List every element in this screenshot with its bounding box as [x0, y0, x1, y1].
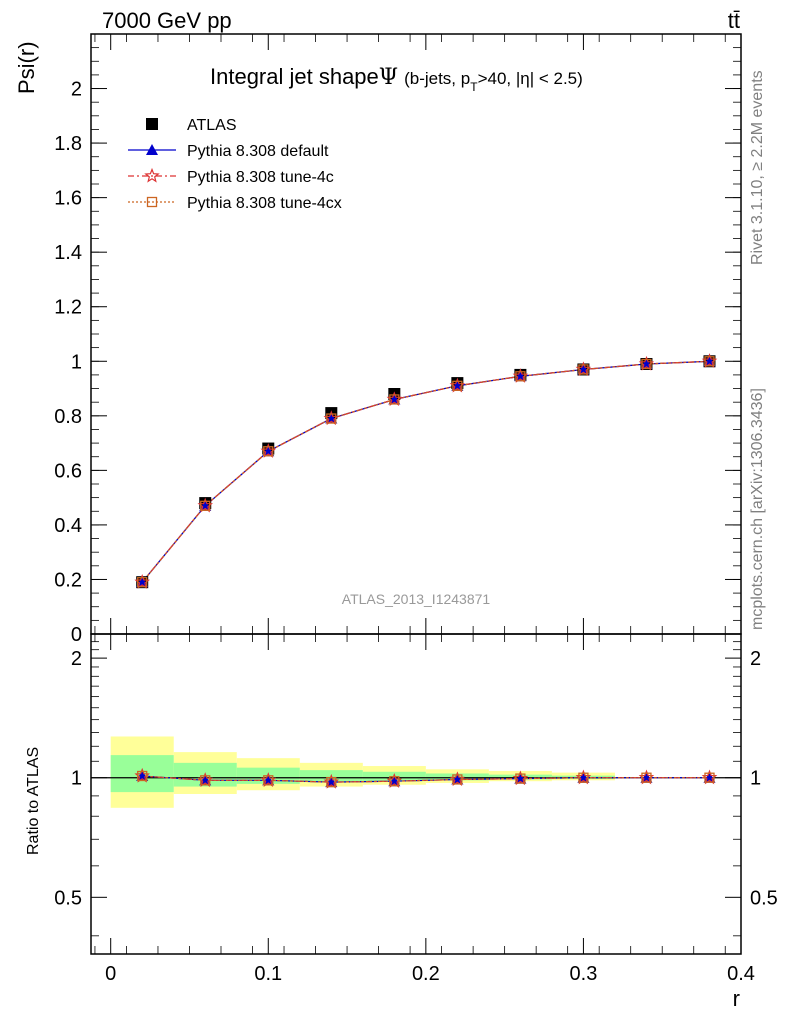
mcplots-label: mcplots.cern.ch [arXiv:1306.3436] [749, 388, 766, 630]
ratio-ytick-label-2: 2 [71, 648, 82, 670]
x-tick-label-4: 0.4 [727, 963, 755, 985]
main-title-sub-rest: >40, |η| < 2.5) [478, 69, 583, 88]
energy-label: 7000 GeV pp [102, 8, 232, 33]
ratio-point-s2-9 [704, 772, 715, 783]
main-point-s3-2 [263, 446, 274, 457]
ratio-ytick-label-right-2: 2 [750, 648, 761, 670]
ratio-point-s2-5 [452, 774, 463, 785]
main-panel: 0 0.2 0.4 0.6 0.8 1 1.2 1.4 1.6 1.8 2 Psi(r) Integ… [14, 33, 742, 646]
analysis-label: ATLAS_2013_I1243871 [342, 591, 491, 607]
x-tick-label-1: 0.1 [254, 963, 282, 985]
main-point-s3-0 [137, 577, 148, 588]
ratio-series-line-2 [142, 775, 710, 783]
ratio-ytick-label-right-1: 1 [750, 768, 761, 790]
ratio-point-s2-8 [641, 772, 652, 783]
ratio-ylabel: Ratio to ATLAS [25, 747, 42, 855]
main-point-s3-7 [578, 364, 589, 375]
ratio-point-s2-0 [137, 770, 148, 782]
rivet-label: Rivet 3.1.10, ≥ 2.2M events [749, 70, 766, 265]
process-label: tt̄ [728, 8, 740, 33]
main-point-s3-9 [704, 356, 715, 367]
main-ytick-label-10: 2 [71, 79, 82, 101]
ratio-panel: 0.5 0.5 1 1 2 2 0 0.1 0.2 0.3 0.4 Ratio to ATLAS r [25, 633, 778, 1011]
legend-marker-0 [146, 118, 158, 130]
main-series-line-3 [141, 360, 710, 583]
main-title-sub: (b-jets, p [404, 69, 470, 88]
main-point-s3-1 [200, 500, 211, 511]
legend-label-1: Pythia 8.308 default [187, 143, 329, 160]
ratio-point-s2-2 [263, 775, 274, 786]
main-ylabel: Psi(r) [14, 41, 39, 94]
legend: ATLAS Pythia 8.308 default Pythia 8.308 tu… [128, 117, 342, 212]
x-axis-label: r [733, 986, 740, 1011]
main-point-s3-5 [452, 380, 463, 391]
main-ytick-label-7: 1.4 [54, 242, 82, 264]
main-point-s3-6 [515, 371, 526, 382]
main-title-symbol: Ψ [379, 65, 398, 90]
main-series-line-2 [141, 360, 710, 583]
main-ytick-label-6: 1.2 [54, 297, 82, 319]
main-ytick-label-3: 0.6 [54, 460, 82, 482]
legend-marker-3 [146, 196, 158, 208]
main-ytick-label-2: 0.4 [54, 515, 82, 537]
ratio-point-s2-3 [326, 776, 337, 788]
main-point-s3-3 [326, 413, 337, 424]
ratio-ytick-label-0: 0.5 [54, 887, 82, 909]
ratio-ytick-label-right-0: 0.5 [750, 887, 778, 909]
x-tick-label-0: 0 [105, 963, 116, 985]
ratio-point-s2-7 [578, 772, 589, 783]
main-point-s3-8 [641, 358, 652, 370]
main-title-sub-T: T [470, 80, 478, 94]
main-ytick-label-1: 0.2 [54, 569, 82, 591]
x-tick-label-3: 0.3 [570, 963, 598, 985]
ratio-ytick-label-1: 1 [71, 768, 82, 790]
legend-label-0: ATLAS [187, 117, 237, 134]
legend-label-2: Pythia 8.308 tune-4c [187, 169, 334, 186]
legend-marker-2 [144, 167, 160, 183]
main-series-line-1 [141, 360, 710, 583]
legend-label-3: Pythia 8.308 tune-4cx [187, 195, 342, 212]
main-ytick-label-5: 1 [71, 351, 82, 373]
main-ytick-label-9: 1.8 [54, 133, 82, 155]
main-title-text: Integral jet shape [210, 64, 379, 89]
ratio-frame [90, 633, 742, 955]
x-tick-label-2: 0.2 [412, 963, 440, 985]
ratio-point-s2-1 [200, 775, 211, 786]
ratio-point-s2-6 [515, 773, 526, 784]
main-ytick-label-0: 0 [71, 624, 82, 646]
main-ytick-label-8: 1.6 [54, 188, 82, 210]
ratio-point-s2-4 [389, 776, 400, 787]
main-ytick-label-4: 0.8 [54, 406, 82, 428]
main-title: Integral jet shapeΨ (b-jets, pT>40, |η| <… [210, 64, 583, 94]
legend-marker-1 [146, 144, 158, 155]
main-point-s3-4 [389, 394, 400, 405]
